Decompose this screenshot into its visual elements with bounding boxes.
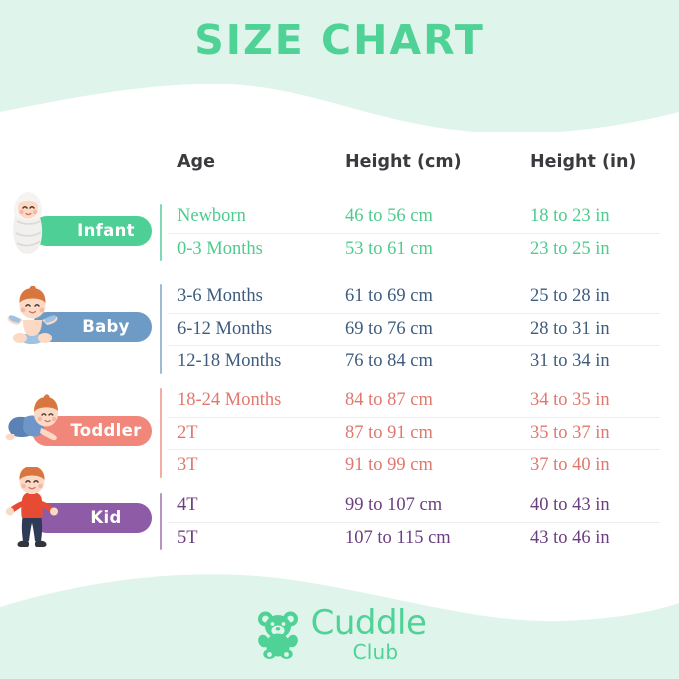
cell-height-in: 34 to 35 in: [530, 390, 610, 410]
cell-height-in: 37 to 40 in: [530, 455, 610, 475]
row-separator: [168, 521, 660, 523]
row-separator: [168, 232, 660, 234]
cell-age: 3T: [177, 455, 198, 475]
page-title: Size Chart: [194, 16, 485, 64]
row-separator: [168, 449, 660, 450]
cell-height-in: 23 to 25 in: [530, 238, 610, 259]
badge-pill-infant: [32, 216, 152, 246]
brand-name-secondary: Club: [352, 640, 399, 664]
table-row: 5T 107 to 115 cm 43 to 46 in: [0, 522, 679, 555]
group-divider-baby: [160, 284, 162, 374]
cell-height-cm: 69 to 76 cm: [345, 318, 433, 339]
crawling-toddler-illustration: [4, 392, 66, 448]
table-row: Newborn 46 to 56 cm 18 to 23 in: [0, 200, 679, 233]
cell-age: 12-18 Months: [177, 351, 282, 371]
cell-age: 5T: [177, 527, 198, 548]
bottom-decorative-band: [0, 559, 679, 679]
cell-age: 4T: [177, 495, 198, 515]
cell-height-in: 25 to 28 in: [530, 286, 610, 306]
badge-label-infant: Infant: [77, 221, 135, 240]
cell-height-in: 43 to 46 in: [530, 527, 610, 548]
table-row: 6-12 Months 69 to 76 cm 28 to 31 in: [0, 313, 679, 346]
cell-height-in: 18 to 23 in: [530, 206, 610, 226]
group-divider-kid: [160, 493, 162, 550]
cell-height-cm: 91 to 99 cm: [345, 455, 433, 475]
row-separator: [168, 312, 660, 314]
cell-height-in: 31 to 34 in: [530, 351, 610, 371]
cell-height-in: 35 to 37 in: [530, 422, 610, 443]
cell-height-in: 28 to 31 in: [530, 318, 610, 339]
badge-label-baby: Baby: [82, 317, 130, 336]
size-group-infant: Newborn 46 to 56 cm 18 to 23 in 0-3 Mont…: [0, 200, 679, 265]
table-row: 3-6 Months 61 to 69 cm 25 to 28 in: [0, 280, 679, 313]
table-row: 4T 99 to 107 cm 40 to 43 in: [0, 489, 679, 522]
top-decorative-band: [0, 0, 679, 132]
column-header-age: Age: [177, 152, 215, 172]
cell-height-cm: 46 to 56 cm: [345, 206, 433, 226]
cell-age: 3-6 Months: [177, 286, 263, 306]
standing-kid-illustration: [4, 467, 60, 551]
column-header-height-cm: Height (cm): [345, 152, 462, 172]
column-header-height-in: Height (in): [530, 152, 637, 172]
table-row: 0-3 Months 53 to 61 cm 23 to 25 in: [0, 233, 679, 266]
size-group-baby: 3-6 Months 61 to 69 cm 25 to 28 in 6-12 …: [0, 280, 679, 378]
sitting-baby-illustration: [4, 286, 60, 348]
brand-name-primary: Cuddle: [310, 603, 427, 643]
cell-height-cm: 99 to 107 cm: [345, 495, 443, 515]
table-header-row: Age Height (cm) Height (in): [0, 152, 679, 180]
cell-age: 6-12 Months: [177, 318, 273, 339]
cell-height-cm: 107 to 115 cm: [345, 527, 451, 548]
group-divider-toddler: [160, 388, 162, 478]
brand-wordmark: Cuddle Club: [311, 606, 427, 662]
cell-height-cm: 61 to 69 cm: [345, 286, 433, 306]
badge-label-toddler: Toddler: [70, 421, 142, 440]
teddy-bear-icon: [253, 609, 303, 659]
cell-height-cm: 53 to 61 cm: [345, 238, 433, 259]
cell-age: 2T: [177, 422, 198, 443]
cell-height-in: 40 to 43 in: [530, 495, 610, 515]
brand-logo: Cuddle Club: [0, 603, 679, 665]
cell-age: Newborn: [177, 206, 246, 226]
table-row: 12-18 Months 76 to 84 cm 31 to 34 in: [0, 345, 679, 378]
badge-label-kid: Kid: [90, 508, 122, 527]
row-separator: [168, 416, 660, 418]
group-divider-infant: [160, 204, 162, 261]
cell-age: 0-3 Months: [177, 238, 263, 259]
size-group-kid: 4T 99 to 107 cm 40 to 43 in 5T 107 to 11…: [0, 489, 679, 554]
size-group-toddler: 18-24 Months 84 to 87 cm 34 to 35 in 2T …: [0, 384, 679, 482]
table-row: 2T 87 to 91 cm 35 to 37 in: [0, 417, 679, 450]
table-row: 3T 91 to 99 cm 37 to 40 in: [0, 449, 679, 482]
cell-age: 18-24 Months: [177, 390, 282, 410]
row-separator: [168, 345, 660, 346]
cell-height-cm: 87 to 91 cm: [345, 422, 433, 443]
cell-height-cm: 76 to 84 cm: [345, 351, 433, 371]
cell-height-cm: 84 to 87 cm: [345, 390, 433, 410]
swaddled-infant-illustration: [4, 191, 52, 257]
table-row: 18-24 Months 84 to 87 cm 34 to 35 in: [0, 384, 679, 417]
